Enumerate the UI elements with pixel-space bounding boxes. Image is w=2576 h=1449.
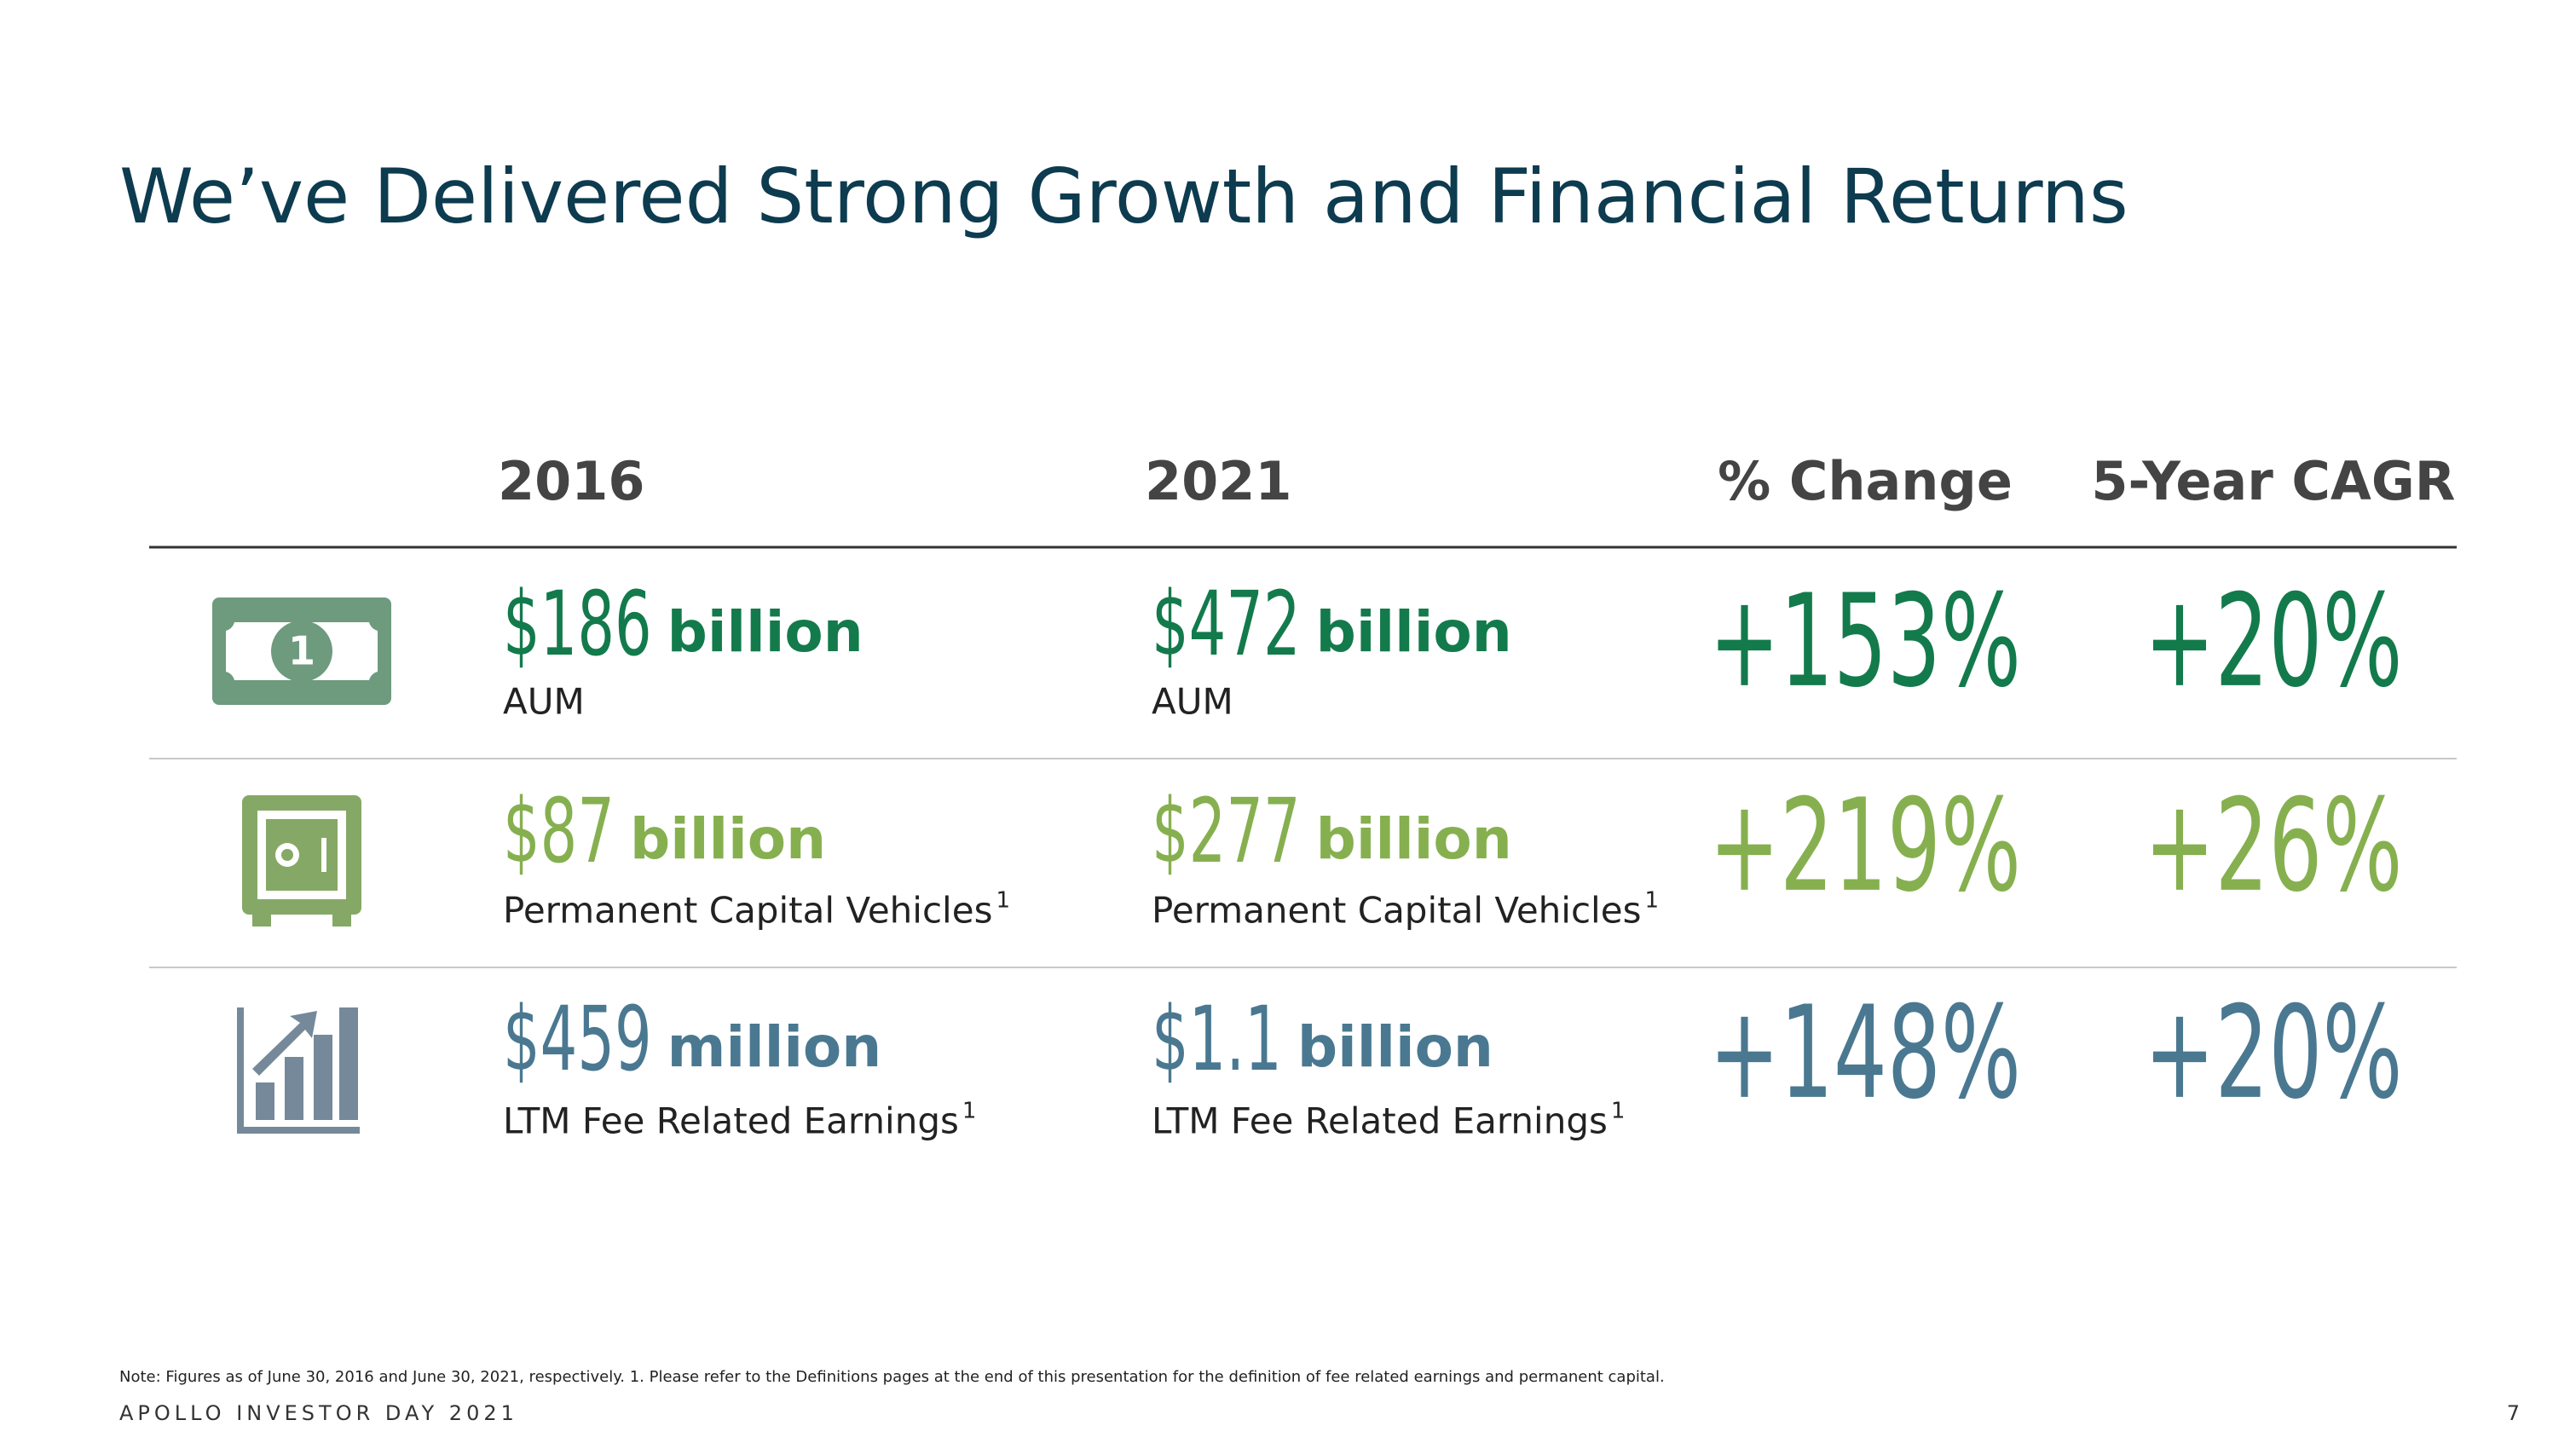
change: +148% — [1709, 979, 2021, 1128]
amount: $87 — [503, 779, 615, 883]
amount: $277 — [1152, 779, 1301, 883]
page-number: 7 — [2507, 1401, 2520, 1425]
change: +219% — [1709, 771, 2021, 921]
chart-icon — [237, 1007, 360, 1134]
metric-label: Permanent Capital Vehicles — [1152, 890, 1641, 932]
money-icon: 1 — [212, 597, 391, 705]
metric-label: AUM — [1152, 681, 1233, 723]
cagr: +20% — [2145, 567, 2403, 716]
cagr: +26% — [2145, 771, 2403, 921]
footnote-mark: 1 — [996, 888, 1010, 914]
change: +153% — [1709, 567, 2021, 716]
note: Note: Figures as of June 30, 2016 and Ju… — [119, 1368, 1665, 1386]
column-header: 2016 — [498, 450, 645, 512]
metric-label: LTM Fee Related Earnings — [1152, 1100, 1608, 1142]
amount-unit: billion — [630, 806, 826, 872]
amount-unit: billion — [1316, 806, 1512, 872]
amount: $459 — [503, 987, 652, 1091]
amount: $472 — [1152, 572, 1301, 676]
footnote-mark: 1 — [1611, 1099, 1626, 1124]
title: We’ve Delivered Strong Growth and Financ… — [119, 153, 2128, 240]
metric-label: LTM Fee Related Earnings — [503, 1100, 959, 1142]
amount-unit: million — [667, 1014, 882, 1080]
column-header: 5-Year CAGR — [2091, 450, 2455, 512]
svg-text:1: 1 — [288, 628, 315, 674]
column-header: 2021 — [1145, 450, 1292, 512]
footer-brand: APOLLO INVESTOR DAY 2021 — [119, 1401, 518, 1425]
metric-label: Permanent Capital Vehicles — [503, 890, 992, 932]
safe-icon — [242, 795, 361, 927]
footnote-mark: 1 — [1644, 888, 1659, 914]
column-header: % Change — [1718, 450, 2013, 512]
cagr: +20% — [2145, 979, 2403, 1128]
amount-unit: billion — [1297, 1014, 1493, 1080]
amount-unit: billion — [667, 599, 863, 665]
metric-label: AUM — [503, 681, 585, 723]
amount-unit: billion — [1316, 599, 1512, 665]
footnote-mark: 1 — [962, 1099, 977, 1124]
amount: $1.1 — [1152, 987, 1282, 1091]
amount: $186 — [503, 572, 652, 676]
